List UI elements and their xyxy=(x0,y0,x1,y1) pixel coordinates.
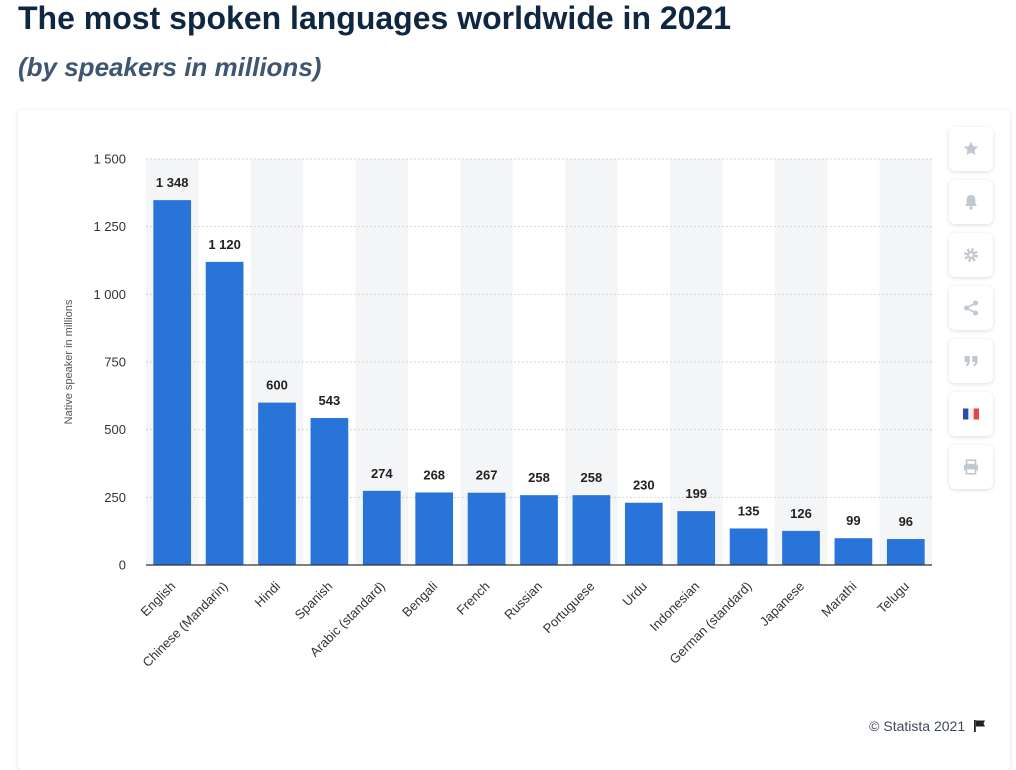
star-icon xyxy=(963,141,979,156)
x-category-label: Indonesian xyxy=(647,579,703,635)
bar[interactable] xyxy=(886,539,925,565)
page-title: The most spoken languages worldwide in 2… xyxy=(18,0,732,36)
y-tick-label: 250 xyxy=(104,490,126,505)
bar-value-label: 1 348 xyxy=(156,175,189,190)
credit-text: © Statista 2021 xyxy=(869,718,966,734)
x-category-label: English xyxy=(138,579,179,620)
bar[interactable] xyxy=(415,492,454,565)
star-button[interactable] xyxy=(949,127,993,171)
bar-value-label: 267 xyxy=(476,468,498,483)
bar[interactable] xyxy=(153,200,192,565)
x-category-label: French xyxy=(453,579,492,618)
quote-button[interactable] xyxy=(949,339,993,383)
x-category-label: Russian xyxy=(501,579,545,623)
x-category-label: Bengali xyxy=(399,578,440,619)
x-category-label: Japanese xyxy=(757,579,807,629)
bar[interactable] xyxy=(834,538,873,565)
gear-button[interactable] xyxy=(949,233,993,277)
print-button[interactable] xyxy=(949,445,993,489)
french-flag-button[interactable] xyxy=(949,392,993,436)
bar[interactable] xyxy=(467,492,506,565)
bar[interactable] xyxy=(572,495,611,565)
print-icon xyxy=(964,459,978,475)
bar[interactable] xyxy=(677,511,716,565)
bar-value-label: 230 xyxy=(633,478,655,493)
bell-button[interactable] xyxy=(949,180,993,224)
chart-card: 1 348 1 120 600 543 274 268 267 258 258 230 199 135… xyxy=(18,110,1010,770)
bar[interactable] xyxy=(624,502,663,565)
gear-icon xyxy=(964,248,978,262)
page-subtitle: (by speakers in millions) xyxy=(18,52,322,82)
bar[interactable] xyxy=(310,418,349,565)
y-tick-label: 0 xyxy=(119,558,126,573)
bar-value-label: 258 xyxy=(528,470,550,485)
x-category-label: Marathi xyxy=(818,578,859,619)
y-tick-label: 1 500 xyxy=(93,152,126,167)
bar-value-label: 135 xyxy=(738,503,760,518)
bell-icon xyxy=(965,195,977,210)
bar-value-label: 99 xyxy=(846,513,860,528)
bar-value-label: 1 120 xyxy=(208,237,241,252)
source-credit[interactable]: © Statista 2021 xyxy=(869,718,987,734)
report-flag-icon[interactable] xyxy=(973,719,987,733)
x-category-label: Urdu xyxy=(619,579,650,610)
bar[interactable] xyxy=(729,528,768,565)
y-tick-label: 1 000 xyxy=(93,287,126,302)
bar-value-label: 199 xyxy=(685,486,707,501)
share-button[interactable] xyxy=(949,286,993,330)
bar-value-label: 543 xyxy=(319,393,341,408)
bar[interactable] xyxy=(205,261,244,565)
y-tick-label: 500 xyxy=(104,422,126,437)
x-category-label: Portuguese xyxy=(540,579,598,637)
bar-value-label: 96 xyxy=(899,514,913,529)
bar-value-label: 126 xyxy=(790,506,812,521)
y-tick-label: 1 250 xyxy=(93,219,126,234)
bar-value-label: 258 xyxy=(581,470,603,485)
y-tick-label: 750 xyxy=(104,355,126,370)
bar[interactable] xyxy=(520,495,558,565)
y-axis-title: Native speaker in millions xyxy=(63,299,75,424)
bar-value-label: 600 xyxy=(266,378,288,393)
chart-toolbar xyxy=(949,127,995,498)
bar-chart: 1 348 1 120 600 543 274 268 267 258 258 230 199 135… xyxy=(63,152,932,670)
bar[interactable] xyxy=(258,402,296,565)
x-category-label: Telugu xyxy=(874,579,912,617)
x-category-label: Spanish xyxy=(292,579,336,623)
bar[interactable] xyxy=(362,490,401,565)
bar-value-label: 274 xyxy=(371,466,393,481)
share-icon xyxy=(964,300,978,316)
quote-icon xyxy=(964,356,978,367)
bar-value-label: 268 xyxy=(423,467,445,482)
x-category-label: Hindi xyxy=(252,578,284,610)
french-flag-icon xyxy=(963,408,979,420)
bar[interactable] xyxy=(782,530,820,565)
